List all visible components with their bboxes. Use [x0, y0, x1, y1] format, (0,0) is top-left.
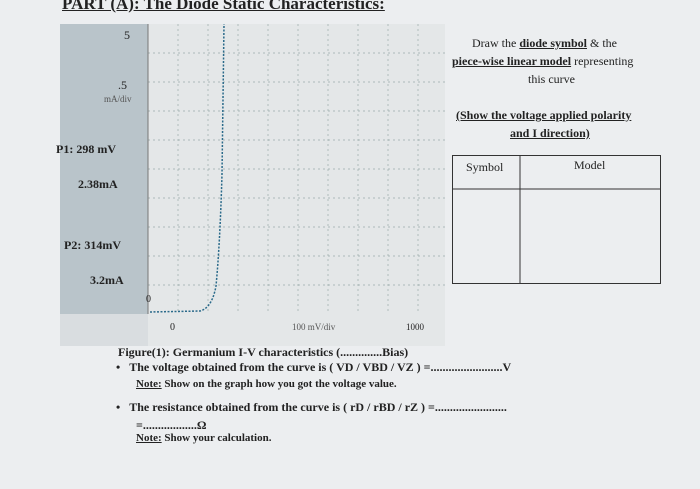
- text: Note:: [136, 378, 162, 390]
- text: Show on the graph how you got the voltag…: [161, 378, 397, 390]
- table-header: Model: [574, 158, 606, 172]
- instruction: this curve: [528, 72, 575, 86]
- title: PART (A): The Diode Static Characteristi…: [62, 0, 385, 13]
- table-header: Symbol: [466, 160, 504, 174]
- question: • The voltage obtained from the curve is…: [116, 360, 512, 374]
- instruction: piece-wise linear model representing: [452, 54, 633, 69]
- text: Note:: [136, 432, 162, 444]
- text: Draw the: [472, 36, 520, 50]
- polarity-note: and I direction): [510, 126, 590, 140]
- text: piece-wise linear model: [452, 54, 572, 68]
- p1-current: 2.38mA: [78, 177, 118, 191]
- text: The voltage obtained from the curve is (…: [129, 360, 512, 374]
- answer-table: [452, 155, 661, 284]
- question: =..................Ω: [136, 418, 207, 432]
- y-scale-top: 5: [124, 28, 130, 42]
- origin-y: 0: [146, 294, 151, 305]
- p2-current: 3.2mA: [90, 273, 124, 287]
- note: Note: Show on the graph how you got the …: [136, 378, 397, 390]
- text: Show your calculation.: [161, 432, 272, 444]
- x-scale-right: 1000: [406, 322, 424, 332]
- text: The resistance obtained from the curve i…: [129, 400, 507, 414]
- note: Note: Show your calculation.: [136, 432, 271, 444]
- figure-caption: Figure(1): Germanium I-V characteristics…: [118, 345, 409, 359]
- text: diode symbol: [519, 36, 588, 50]
- question: • The resistance obtained from the curve…: [116, 400, 507, 414]
- origin-x: 0: [170, 322, 175, 333]
- y-unit: mA/div: [104, 94, 132, 104]
- p1-voltage: P1: 298 mV: [56, 142, 116, 156]
- text: & the: [587, 36, 618, 50]
- graph: [60, 24, 445, 346]
- y-scale-mid: .5: [118, 78, 127, 92]
- text: representing: [571, 54, 634, 68]
- x-unit: 100 mV/div: [292, 322, 336, 332]
- p2-voltage: P2: 314mV: [64, 238, 121, 252]
- instruction: Draw the diode symbol & the: [472, 36, 617, 51]
- polarity-note: (Show the voltage applied polarity: [456, 108, 632, 122]
